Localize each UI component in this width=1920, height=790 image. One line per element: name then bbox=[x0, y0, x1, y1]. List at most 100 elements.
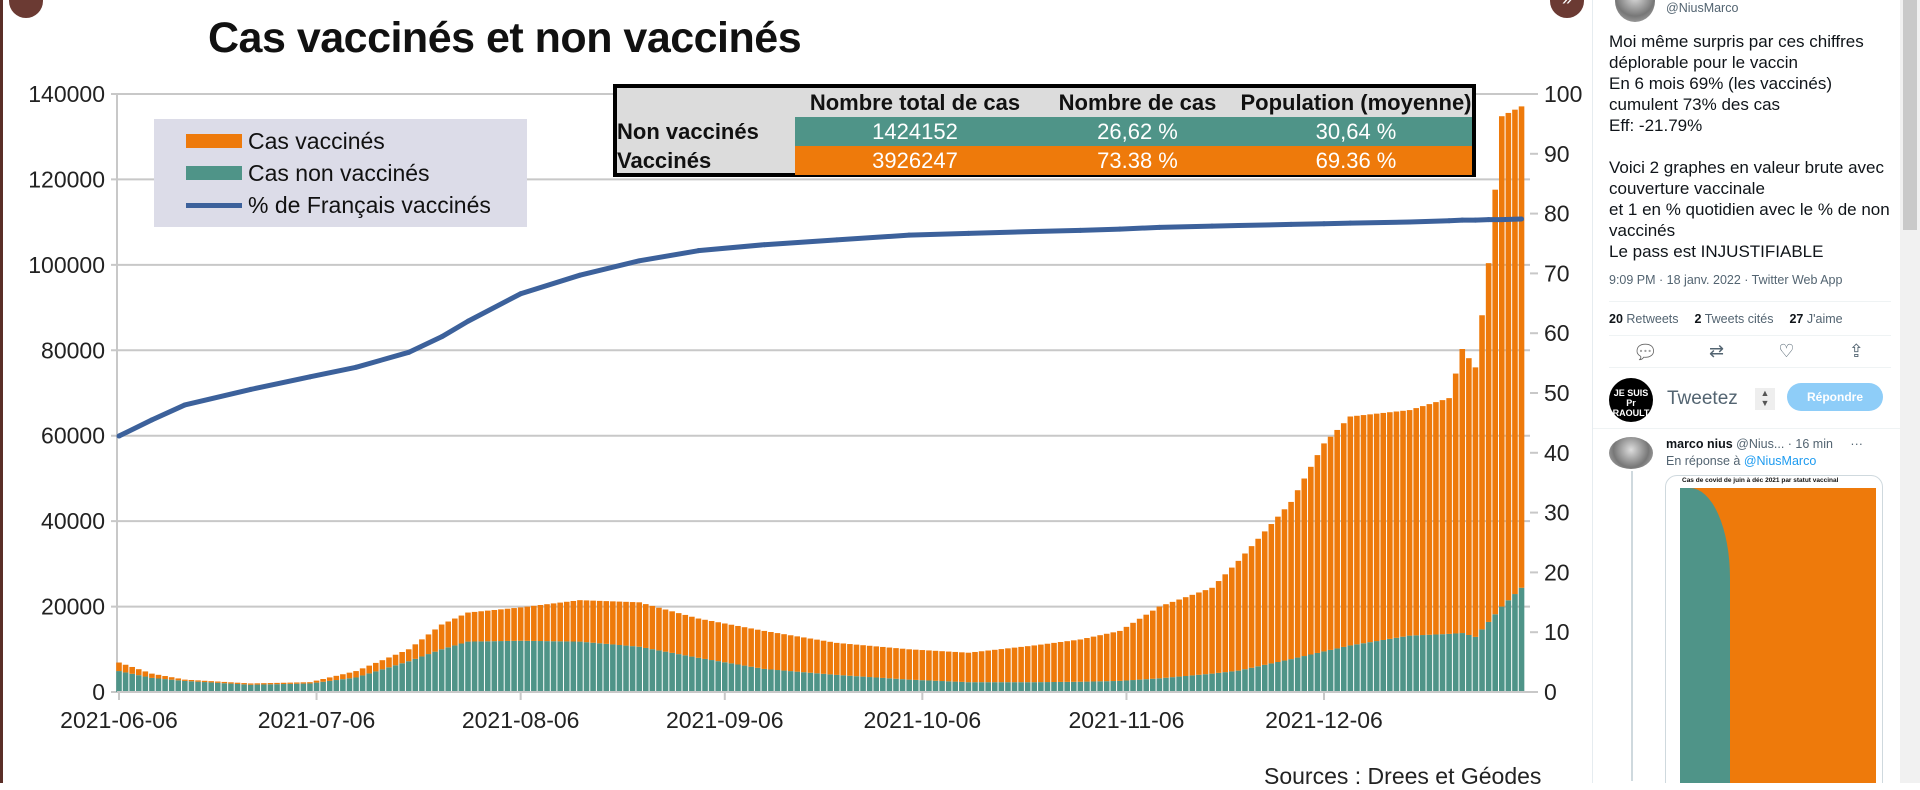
bar-vaccinated bbox=[340, 674, 346, 680]
quote-tweets-count[interactable]: 2 Tweets cités bbox=[1694, 311, 1774, 326]
legend-swatch bbox=[186, 166, 242, 180]
bar-unvaccinated bbox=[313, 682, 320, 692]
bar-vaccinated bbox=[1288, 501, 1294, 660]
bar-unvaccinated bbox=[1327, 649, 1334, 692]
bar-unvaccinated bbox=[1400, 636, 1406, 692]
bar-unvaccinated bbox=[511, 640, 517, 692]
divider bbox=[1593, 428, 1900, 429]
bar-vaccinated bbox=[978, 651, 985, 683]
line-point bbox=[116, 433, 122, 439]
avatar[interactable] bbox=[1609, 437, 1653, 469]
bar-vaccinated bbox=[254, 683, 261, 685]
avatar[interactable]: JE SUIS Pr RAOULT bbox=[1609, 378, 1653, 422]
bar-unvaccinated bbox=[1314, 652, 1321, 692]
bar-unvaccinated bbox=[201, 682, 208, 692]
table-cell: 69.36 % bbox=[1240, 146, 1472, 175]
y2-tick-label: 30 bbox=[1544, 500, 1570, 526]
tweet-handle[interactable]: @NiusMarco bbox=[1666, 1, 1739, 15]
reply-tweet[interactable]: marco nius @Nius... · 16 min ··· En répo… bbox=[1593, 429, 1900, 783]
bar-unvaccinated bbox=[1301, 656, 1308, 692]
tweet-time[interactable]: · 16 min bbox=[1787, 437, 1833, 451]
bar-unvaccinated bbox=[847, 675, 853, 692]
bar-unvaccinated bbox=[1268, 663, 1275, 692]
retweets-count[interactable]: 20 Retweets bbox=[1609, 311, 1679, 326]
bar-vaccinated bbox=[353, 671, 359, 678]
chart-sources: Sources : Drees et Géodes bbox=[1264, 763, 1542, 789]
bar-unvaccinated bbox=[1136, 679, 1143, 692]
bar-unvaccinated bbox=[122, 672, 129, 692]
in-reply-link[interactable]: @NiusMarco bbox=[1743, 454, 1817, 468]
bar-unvaccinated bbox=[1051, 681, 1057, 692]
chevron-up-icon[interactable]: ^ bbox=[9, 0, 43, 18]
bar-vaccinated bbox=[129, 666, 135, 674]
bar-vaccinated bbox=[774, 633, 781, 671]
bar-vaccinated bbox=[781, 634, 787, 671]
table-cell: 73.38 % bbox=[1035, 146, 1240, 175]
bar-vaccinated bbox=[195, 680, 201, 682]
bar-unvaccinated bbox=[807, 672, 814, 692]
tweet-timestamp[interactable]: 9:09 PM · 18 janv. 2022 · Twitter Web Ap… bbox=[1609, 273, 1843, 287]
author-handle[interactable]: @Nius... bbox=[1736, 437, 1785, 451]
bar-vaccinated bbox=[1084, 638, 1090, 682]
bar-unvaccinated bbox=[1123, 680, 1130, 692]
bar-unvaccinated bbox=[168, 679, 175, 692]
bar-unvaccinated bbox=[1044, 682, 1051, 692]
tweet-image[interactable]: Cas de covid de juin à déc 2021 par stat… bbox=[1665, 475, 1883, 783]
line-point bbox=[1077, 227, 1083, 233]
bar-vaccinated bbox=[1209, 587, 1215, 674]
x-tick-label: 2021-11-06 bbox=[1068, 707, 1184, 733]
bar-vaccinated bbox=[866, 645, 873, 678]
bar-unvaccinated bbox=[1360, 643, 1367, 692]
x-tick-label: 2021-08-06 bbox=[462, 707, 580, 733]
bar-unvaccinated bbox=[596, 643, 603, 692]
bar-vaccinated bbox=[267, 683, 274, 685]
bar-unvaccinated bbox=[827, 674, 833, 692]
bar-unvaccinated bbox=[1110, 681, 1117, 692]
bar-unvaccinated bbox=[820, 673, 827, 692]
likes-count[interactable]: 27 J'aime bbox=[1789, 311, 1843, 326]
bar-unvaccinated bbox=[188, 681, 195, 692]
author-name[interactable]: marco nius bbox=[1666, 437, 1733, 451]
bar-vaccinated bbox=[1400, 410, 1406, 637]
scrollbar[interactable] bbox=[1900, 0, 1920, 783]
bar-vaccinated bbox=[386, 657, 392, 668]
bar-vaccinated bbox=[1485, 263, 1492, 622]
avatar[interactable] bbox=[1615, 0, 1655, 22]
bar-vaccinated bbox=[1070, 640, 1077, 682]
bar-vaccinated bbox=[1235, 560, 1242, 671]
bar-unvaccinated bbox=[1189, 675, 1196, 692]
bar-vaccinated bbox=[1459, 349, 1466, 634]
reply-icon[interactable]: 💬 bbox=[1636, 343, 1655, 361]
bar-unvaccinated bbox=[866, 677, 873, 692]
legend-item-pct-vaccinated: % de Français vaccinés bbox=[186, 189, 527, 221]
share-icon[interactable]: ⇪ bbox=[1848, 341, 1864, 361]
line-point bbox=[1486, 217, 1492, 223]
reply-button[interactable]: Répondre bbox=[1787, 383, 1883, 411]
bar-unvaccinated bbox=[1347, 645, 1354, 692]
bar-unvaccinated bbox=[945, 681, 952, 692]
more-icon[interactable]: ··· bbox=[1850, 437, 1863, 451]
double-chevron-right-icon[interactable]: » bbox=[1550, 0, 1584, 18]
line-point bbox=[834, 237, 840, 243]
line-point bbox=[1288, 221, 1294, 227]
stepper-icon[interactable]: ▲ ▼ bbox=[1755, 388, 1775, 410]
bar-unvaccinated bbox=[1308, 654, 1314, 692]
bar-vaccinated bbox=[649, 605, 656, 650]
divider bbox=[1609, 367, 1891, 368]
bar-vaccinated bbox=[1466, 358, 1472, 635]
bar-vaccinated bbox=[1255, 538, 1261, 667]
bar-unvaccinated bbox=[1492, 614, 1498, 692]
retweet-icon[interactable]: ⇄ bbox=[1709, 341, 1725, 361]
reply-input[interactable]: Tweetez bbox=[1667, 388, 1738, 409]
reply-composer: JE SUIS Pr RAOULT Tweetez ▲ ▼ Répondre bbox=[1609, 378, 1891, 422]
scrollbar-thumb[interactable] bbox=[1903, 0, 1917, 230]
bar-unvaccinated bbox=[1176, 676, 1182, 692]
bar-unvaccinated bbox=[1387, 638, 1393, 692]
bar-vaccinated bbox=[1024, 646, 1031, 683]
bar-vaccinated bbox=[702, 619, 708, 659]
bar-vaccinated bbox=[820, 640, 827, 674]
like-icon[interactable]: ♡ bbox=[1778, 341, 1795, 361]
bar-vaccinated bbox=[438, 624, 445, 650]
bar-vaccinated bbox=[208, 681, 214, 683]
bar-vaccinated bbox=[1077, 639, 1084, 682]
